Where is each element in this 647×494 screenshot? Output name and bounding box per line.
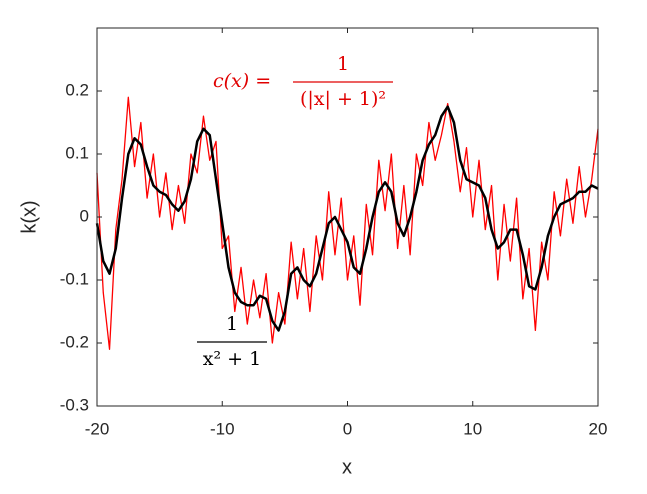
x-tick-label: -10 bbox=[210, 419, 235, 438]
annotation-numerator: 1 bbox=[226, 313, 238, 335]
x-tick-label: 20 bbox=[589, 419, 608, 438]
y-tick-label: -0.2 bbox=[60, 332, 89, 351]
y-tick-label: 0.2 bbox=[65, 80, 89, 99]
plot-area bbox=[95, 96, 599, 350]
y-tick-label: -0.3 bbox=[60, 395, 89, 414]
annotation-denominator: (|x| + 1)² bbox=[300, 88, 386, 110]
x-axis-label: x bbox=[342, 456, 352, 478]
x-tick-label: -20 bbox=[85, 419, 110, 438]
x-tick-label: 10 bbox=[463, 419, 482, 438]
annotation-numerator: 1 bbox=[337, 53, 349, 75]
y-tick-label: 0.1 bbox=[65, 143, 89, 162]
y-tick-label: 0 bbox=[80, 206, 89, 225]
annotation-lhs: c(x) = bbox=[213, 70, 271, 92]
y-tick-label: -0.1 bbox=[60, 269, 89, 288]
data-line bbox=[95, 105, 599, 332]
annotation-denominator: x² + 1 bbox=[203, 348, 261, 370]
data-line bbox=[96, 96, 599, 350]
y-axis-label: k(x) bbox=[18, 200, 40, 233]
x-tick-label: 0 bbox=[343, 419, 352, 438]
